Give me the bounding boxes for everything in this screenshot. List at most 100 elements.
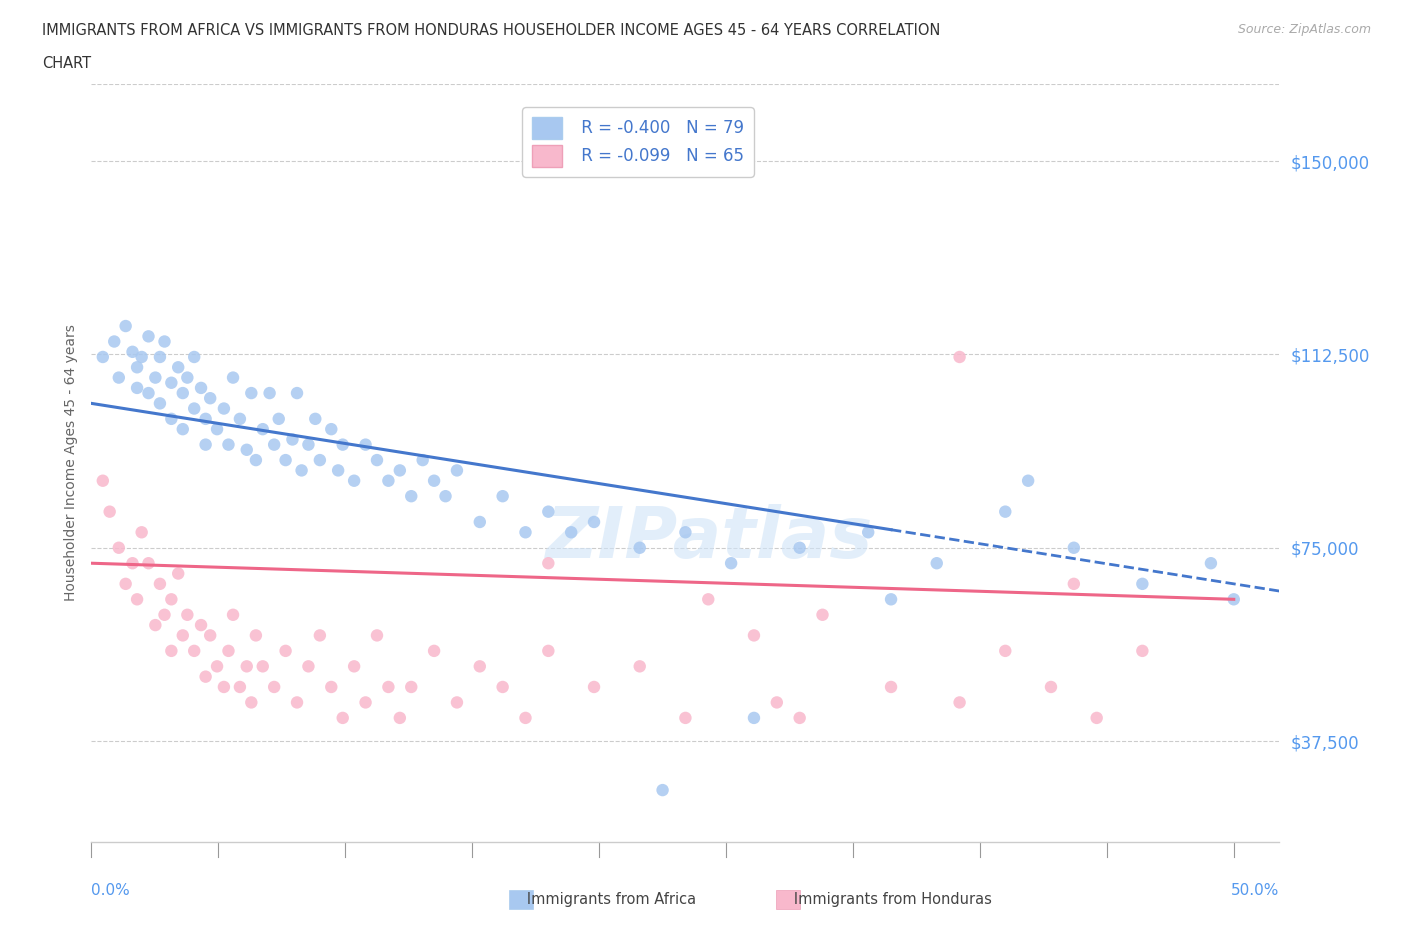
- Point: [468, 658, 491, 673]
- Point: [332, 437, 354, 452]
- Point: [127, 360, 148, 375]
- Point: [560, 525, 582, 539]
- Point: [172, 421, 194, 436]
- Point: [1063, 577, 1085, 591]
- Point: [537, 504, 560, 519]
- Point: [343, 658, 366, 673]
- Point: [267, 411, 290, 426]
- Point: [1222, 591, 1244, 606]
- Point: [811, 607, 834, 622]
- Point: [183, 401, 205, 416]
- Point: [354, 437, 377, 452]
- Point: [515, 711, 537, 725]
- Point: [138, 329, 160, 344]
- Point: [948, 350, 970, 365]
- Point: [245, 628, 267, 643]
- Point: [121, 344, 143, 359]
- Point: [354, 695, 377, 710]
- Point: [240, 695, 263, 710]
- Point: [377, 473, 399, 488]
- Point: [1063, 540, 1085, 555]
- Point: [423, 473, 446, 488]
- Point: [388, 711, 411, 725]
- Point: [720, 556, 742, 571]
- Point: [212, 680, 235, 695]
- Point: [176, 607, 198, 622]
- Point: [138, 386, 160, 401]
- Point: [399, 489, 422, 504]
- Point: [172, 628, 194, 643]
- Point: [198, 391, 221, 405]
- Point: [304, 411, 326, 426]
- Point: [114, 319, 136, 334]
- Point: [205, 421, 228, 436]
- Point: [1085, 711, 1108, 725]
- Point: [297, 437, 319, 452]
- Point: [274, 453, 297, 468]
- Point: [143, 618, 166, 632]
- Point: [194, 411, 217, 426]
- Point: [673, 711, 696, 725]
- Point: [856, 525, 879, 539]
- Point: [149, 396, 172, 411]
- Point: [183, 350, 205, 365]
- Point: [103, 334, 125, 349]
- Point: [212, 401, 235, 416]
- Point: [127, 591, 148, 606]
- Point: [114, 577, 136, 591]
- Point: [160, 591, 183, 606]
- Point: [537, 556, 560, 571]
- Point: [673, 525, 696, 539]
- Point: [229, 680, 252, 695]
- Point: [297, 658, 319, 673]
- Point: [98, 504, 121, 519]
- Point: [742, 711, 765, 725]
- Point: [91, 473, 114, 488]
- Point: [515, 525, 537, 539]
- Point: [290, 463, 312, 478]
- Point: [263, 680, 285, 695]
- Point: [149, 577, 172, 591]
- Point: [491, 489, 513, 504]
- Point: [1130, 644, 1153, 658]
- Point: [194, 670, 217, 684]
- Point: [121, 556, 143, 571]
- Point: [651, 783, 673, 798]
- Point: [222, 607, 245, 622]
- Point: [285, 386, 308, 401]
- Point: [537, 644, 560, 658]
- Point: [366, 628, 388, 643]
- Point: [925, 556, 948, 571]
- Point: [412, 453, 434, 468]
- Text: Source: ZipAtlas.com: Source: ZipAtlas.com: [1237, 23, 1371, 36]
- Point: [160, 376, 183, 391]
- Point: [217, 437, 239, 452]
- Point: [582, 680, 605, 695]
- Point: [366, 453, 388, 468]
- Point: [994, 644, 1017, 658]
- Point: [229, 411, 252, 426]
- Point: [252, 658, 274, 673]
- Y-axis label: Householder Income Ages 45 - 64 years: Householder Income Ages 45 - 64 years: [65, 325, 79, 601]
- Point: [1130, 577, 1153, 591]
- Point: [198, 628, 221, 643]
- Point: [217, 644, 239, 658]
- Point: [423, 644, 446, 658]
- Point: [1039, 680, 1062, 695]
- Point: [321, 421, 343, 436]
- Point: [582, 514, 605, 529]
- Point: [172, 386, 194, 401]
- Point: [880, 680, 903, 695]
- Point: [143, 370, 166, 385]
- Point: [274, 644, 297, 658]
- Point: [332, 711, 354, 725]
- Point: [628, 540, 651, 555]
- Point: [259, 386, 281, 401]
- Point: [263, 437, 285, 452]
- Point: [194, 437, 217, 452]
- Point: [245, 453, 267, 468]
- Point: [377, 680, 399, 695]
- Point: [91, 350, 114, 365]
- Point: [765, 695, 787, 710]
- Text: IMMIGRANTS FROM AFRICA VS IMMIGRANTS FROM HONDURAS HOUSEHOLDER INCOME AGES 45 - : IMMIGRANTS FROM AFRICA VS IMMIGRANTS FRO…: [42, 23, 941, 38]
